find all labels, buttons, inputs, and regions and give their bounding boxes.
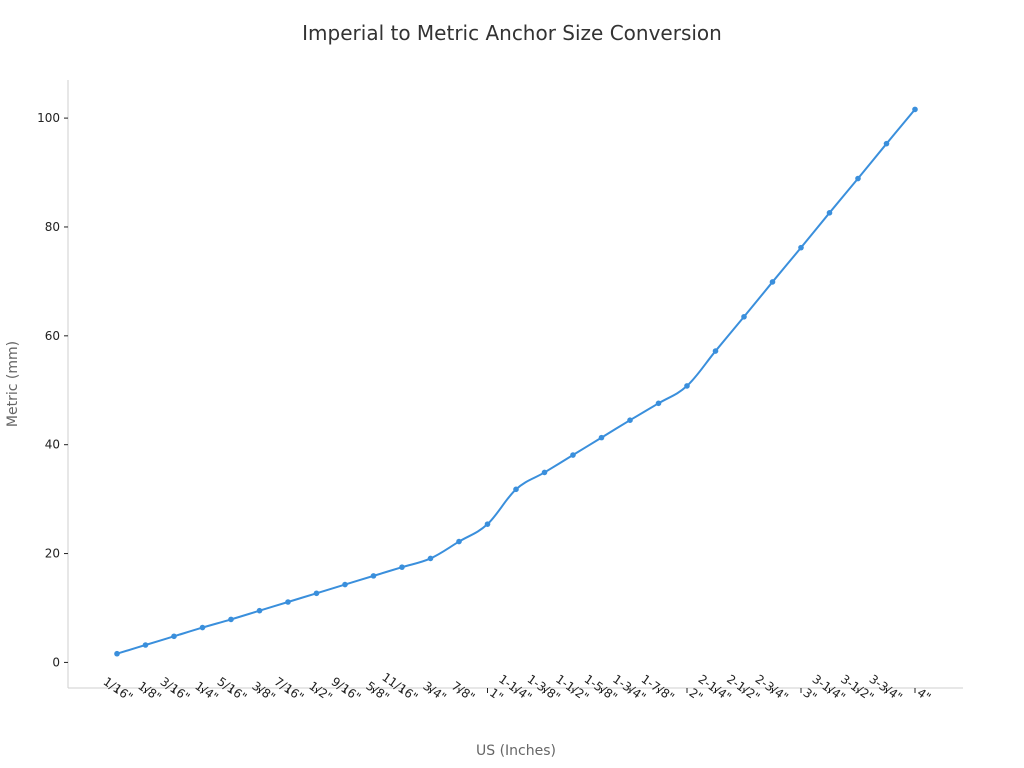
x-tick-label: 1/16": [101, 674, 136, 704]
data-point: [883, 140, 890, 147]
y-axis-label: Metric (mm): [5, 341, 21, 427]
data-point: [370, 573, 377, 579]
x-tick-label: 1": [487, 685, 506, 704]
data-point: [769, 279, 776, 285]
data-point: [256, 607, 263, 614]
data-point: [484, 521, 491, 527]
data-point: [741, 313, 747, 320]
y-tick-label: 100: [37, 111, 60, 125]
y-tick-label: 20: [45, 547, 60, 561]
y-tick-label: 80: [45, 220, 60, 234]
data-point: [427, 555, 434, 562]
data-point: [399, 564, 405, 570]
data-point: [114, 650, 120, 657]
data-point: [855, 175, 861, 182]
x-tick-label: 3": [801, 685, 820, 704]
x-tick-label: 3/4": [420, 679, 448, 705]
x-ticks: 1/16" 1/8"3/16" 1/4"5/16" 3/8"7/16" 1/2"9/16…: [101, 670, 934, 704]
data-point: [655, 400, 662, 407]
chart-title: Imperial to Metric Anchor Size Conversio…: [302, 21, 722, 45]
x-tick-label: 7/8": [449, 679, 477, 705]
data-point: [171, 633, 177, 640]
x-axis-label: US (Inches): [476, 743, 556, 759]
y-tick-label: 60: [45, 329, 60, 343]
y-ticks: 0 20 40 60 80 100: [37, 111, 68, 669]
data-point: [199, 624, 206, 631]
data-point: [912, 106, 918, 113]
y-tick-label: 0: [52, 655, 60, 669]
x-tick-label: 4": [915, 685, 934, 704]
data-point: [313, 590, 320, 597]
data-point: [598, 434, 605, 441]
x-tick-label: 3/16": [158, 674, 193, 704]
data-point: [570, 452, 576, 458]
series-line: [116, 108, 916, 655]
data-point: [798, 244, 804, 251]
x-tick-label: 7/16": [272, 674, 307, 704]
data-point: [142, 642, 149, 648]
data-points: [114, 106, 918, 657]
y-tick-label: 40: [45, 438, 60, 452]
data-point: [684, 383, 690, 389]
x-tick-label: 2": [687, 685, 706, 704]
data-point: [285, 599, 291, 605]
data-point: [627, 417, 633, 423]
data-point: [342, 581, 348, 588]
data-point: [826, 210, 833, 216]
data-point: [513, 486, 519, 493]
x-tick-label: 9/16": [329, 674, 364, 704]
data-point: [228, 616, 234, 623]
x-tick-label: 5/16": [215, 674, 250, 704]
data-point: [456, 538, 462, 545]
data-point: [541, 469, 548, 476]
data-point: [712, 348, 719, 354]
